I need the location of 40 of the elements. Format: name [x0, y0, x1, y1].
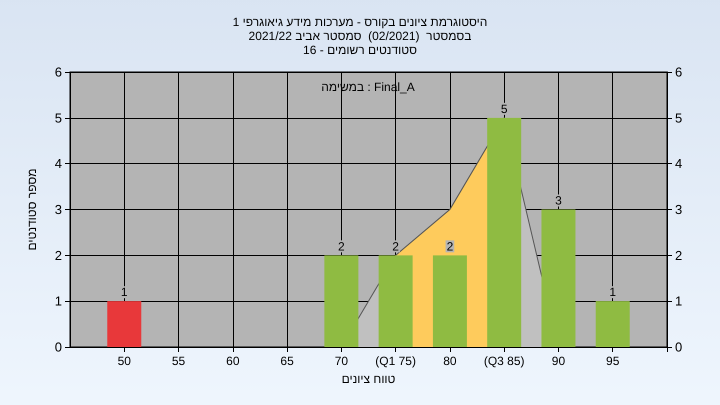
x-tick-label: 60 — [226, 354, 240, 368]
bar — [378, 255, 413, 347]
data-label: 1 — [120, 285, 128, 300]
y2-tick-label: 3 — [675, 202, 682, 217]
x-tick-label: 65 — [280, 354, 294, 368]
x-tick-label: 95 — [606, 354, 620, 368]
y-axis-title: מספר סטודנטים — [25, 168, 39, 251]
x-tick-label: 90 — [552, 354, 566, 368]
data-label: 3 — [555, 194, 562, 208]
x-tick-label: 70 — [334, 354, 348, 368]
x-tick-label: (Q1 75) — [375, 354, 416, 368]
x-tick-label: 50 — [118, 354, 132, 368]
bar — [432, 255, 467, 347]
y-tick-label: 3 — [54, 202, 62, 217]
bar — [107, 301, 142, 347]
x-axis-title: טווח ציונים — [342, 372, 396, 386]
y-tick-label: 6 — [54, 64, 62, 80]
bar — [541, 210, 576, 347]
data-label: 1 — [609, 285, 616, 300]
y2-tick-label: 1 — [675, 294, 682, 309]
bar — [324, 255, 358, 347]
x-tick-label: 55 — [172, 354, 186, 368]
y-tick-label: 4 — [54, 156, 62, 172]
chart-title: היסטוגרמת ציונים בקורס - מערכות מידע גיאוגרפי 1 בסמסטר (02/2021) סמסטר אביב 2021/22 סטודנטים רשומים - 16 — [232, 15, 488, 57]
x-tick-label: (Q3 85) — [484, 354, 525, 368]
x-tick-label: 80 — [443, 354, 457, 368]
bar — [596, 301, 630, 347]
data-label: 2 — [446, 239, 454, 254]
y-tick-label: 1 — [54, 294, 62, 309]
data-label: 2 — [392, 239, 400, 254]
data-label: 5 — [500, 102, 508, 116]
y-tick-label: 0 — [54, 340, 62, 354]
data-label: 2 — [338, 239, 346, 254]
y2-tick-label: 0 — [675, 340, 682, 354]
y-tick-label: 2 — [54, 248, 62, 263]
y2-tick-label: 5 — [675, 110, 682, 126]
y2-tick-label: 6 — [675, 64, 682, 80]
y-tick-label: 5 — [54, 110, 62, 126]
y2-tick-label: 2 — [675, 248, 682, 263]
y2-tick-label: 4 — [675, 156, 682, 172]
